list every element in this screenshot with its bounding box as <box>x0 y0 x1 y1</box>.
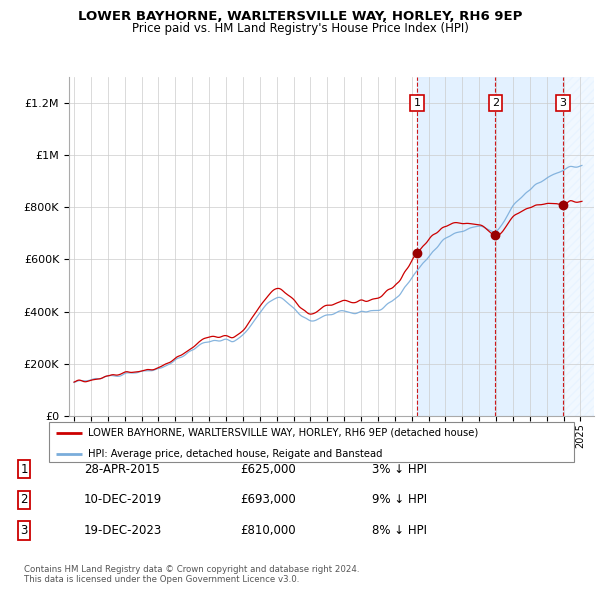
FancyBboxPatch shape <box>49 421 574 463</box>
Text: 3% ↓ HPI: 3% ↓ HPI <box>372 463 427 476</box>
Text: 9% ↓ HPI: 9% ↓ HPI <box>372 493 427 506</box>
Text: £693,000: £693,000 <box>240 493 296 506</box>
Text: 10-DEC-2019: 10-DEC-2019 <box>84 493 162 506</box>
Text: 2: 2 <box>20 493 28 506</box>
Text: £810,000: £810,000 <box>240 524 296 537</box>
Text: £625,000: £625,000 <box>240 463 296 476</box>
Text: HPI: Average price, detached house, Reigate and Banstead: HPI: Average price, detached house, Reig… <box>88 449 382 459</box>
Text: 2: 2 <box>491 98 499 108</box>
Text: 1: 1 <box>20 463 28 476</box>
Text: LOWER BAYHORNE, WARLTERSVILLE WAY, HORLEY, RH6 9EP: LOWER BAYHORNE, WARLTERSVILLE WAY, HORLE… <box>78 10 522 23</box>
Text: Price paid vs. HM Land Registry's House Price Index (HPI): Price paid vs. HM Land Registry's House … <box>131 22 469 35</box>
Text: 19-DEC-2023: 19-DEC-2023 <box>84 524 162 537</box>
Bar <box>563 77 598 416</box>
Bar <box>417 77 495 416</box>
Bar <box>495 77 563 416</box>
Text: 28-APR-2015: 28-APR-2015 <box>84 463 160 476</box>
Text: LOWER BAYHORNE, WARLTERSVILLE WAY, HORLEY, RH6 9EP (detached house): LOWER BAYHORNE, WARLTERSVILLE WAY, HORLE… <box>88 428 478 438</box>
Text: 3: 3 <box>20 524 28 537</box>
Text: 1: 1 <box>413 98 421 108</box>
Text: 3: 3 <box>560 98 566 108</box>
Text: 8% ↓ HPI: 8% ↓ HPI <box>372 524 427 537</box>
Text: Contains HM Land Registry data © Crown copyright and database right 2024.
This d: Contains HM Land Registry data © Crown c… <box>24 565 359 584</box>
